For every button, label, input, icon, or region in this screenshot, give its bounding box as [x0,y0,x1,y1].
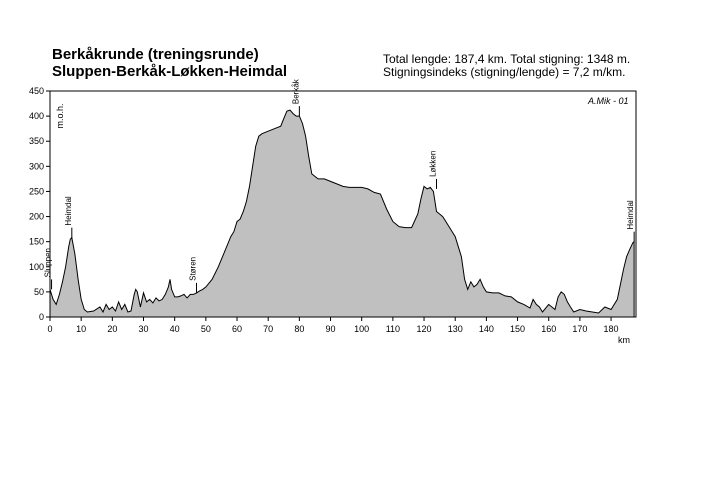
annotation-label: Støren [189,257,198,281]
stats-index-line: Stigningsindeks (stigning/lengde) = 7,2 … [383,65,626,79]
y-tick-label: 350 [29,136,44,146]
y-tick-label: 100 [29,262,44,272]
x-tick-label: 170 [572,324,587,334]
place-annotations: Sluppen Heimdal Støren Berkåk Løkken Heimdal [44,78,635,293]
place-annotation: Heimdal [626,200,635,242]
x-tick-label: 140 [479,324,494,334]
place-annotation: Sluppen [44,248,53,290]
y-tick-label: 150 [29,237,44,247]
annotation-label: Sluppen [44,248,53,277]
x-tick-label: 150 [510,324,525,334]
y-axis: 0 50 100 150 200 250 300 350 400 450 [29,86,50,322]
y-tick-label: 250 [29,186,44,196]
x-tick-label: 60 [232,324,242,334]
place-annotation: Løkken [429,151,438,189]
x-tick-label: 130 [448,324,463,334]
x-tick-label: 0 [47,324,52,334]
y-tick-label: 200 [29,212,44,222]
x-tick-label: 100 [354,324,369,334]
chart-title-line1: Berkåkrunde (treningsrunde) [52,46,259,63]
x-axis: 0 10 20 30 40 50 60 70 80 90 100 110 120 130 140 150 160… [47,317,619,334]
plot-frame [49,90,637,318]
elevation-area [49,109,635,318]
place-annotation: Støren [189,257,198,293]
author-watermark: A.Mik - 01 [587,96,629,106]
x-tick-label: 180 [604,324,619,334]
x-tick-label: 30 [139,324,149,334]
x-tick-label: 120 [417,324,432,334]
x-tick-label: 20 [107,324,117,334]
annotation-label: Løkken [429,151,438,177]
place-annotation: Berkåk [291,78,300,117]
y-tick-label: 300 [29,161,44,171]
x-tick-label: 80 [294,324,304,334]
stats-total-line: Total lengde: 187,4 km. Total stigning: … [383,52,631,66]
y-tick-label: 50 [34,287,44,297]
x-tick-label: 160 [541,324,556,334]
y-axis-label: m.o.h. [55,103,65,128]
x-tick-label: 40 [170,324,180,334]
y-tick-label: 450 [29,86,44,96]
y-tick-label: 0 [39,312,44,322]
x-tick-label: 90 [326,324,336,334]
place-annotation: Heimdal [64,196,73,238]
x-axis-label: km [618,335,630,345]
x-tick-label: 10 [76,324,86,334]
x-tick-label: 110 [386,324,400,334]
annotation-label: Heimdal [626,200,635,230]
y-tick-label: 400 [29,111,44,121]
chart-title-line2: Sluppen-Berkåk-Løkken-Heimdal [52,63,288,80]
x-tick-label: 70 [263,324,273,334]
annotation-label: Berkåk [291,78,300,104]
annotation-label: Heimdal [64,196,73,226]
x-tick-label: 50 [201,324,211,334]
